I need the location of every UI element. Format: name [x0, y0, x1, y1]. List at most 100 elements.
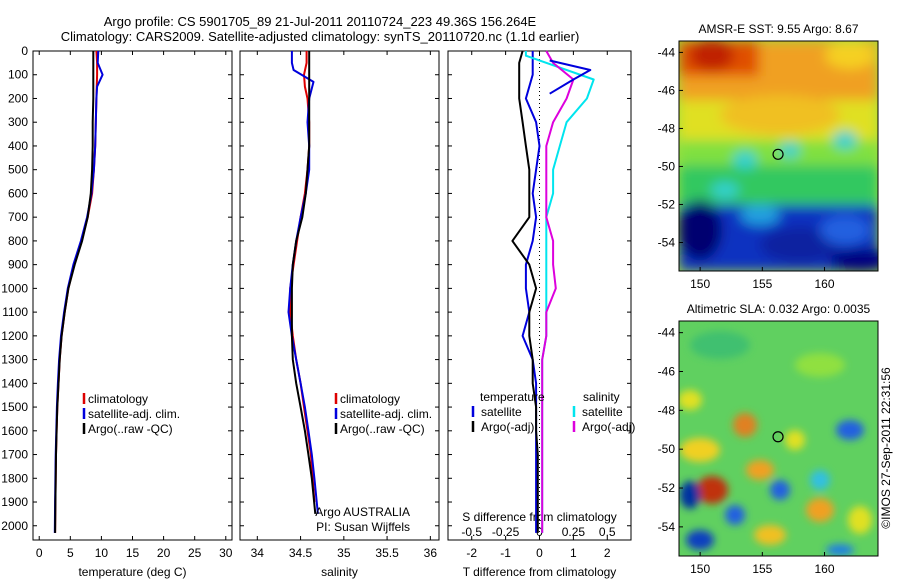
legend-header-temperature: temperature [480, 390, 545, 404]
map-y-tick-label: -52 [658, 197, 676, 211]
legend-label: Argo(-adj) [582, 420, 635, 434]
legend-label: satellite [481, 405, 522, 419]
x-tick-label: 34.5 [289, 546, 313, 560]
map-x-tick-label: 160 [815, 277, 835, 291]
x-tick-label: 35 [337, 546, 351, 560]
map-x-tick-label: 155 [752, 562, 772, 576]
depth-tick-label: 900 [8, 258, 28, 272]
legend-label: satellite-adj. clim. [340, 407, 432, 421]
map-frame-sst_map [678, 40, 879, 272]
x-tick-label: 10 [95, 546, 109, 560]
x-tick-label: 36 [424, 546, 438, 560]
plot-frame-temperature [32, 50, 233, 541]
depth-tick-label: 1100 [2, 305, 28, 319]
plot-frame-salinity [239, 50, 440, 541]
x-tick-label: 1 [570, 546, 577, 560]
charts-layer: 0100200300400500600700800900100011001200… [1, 22, 893, 579]
annotation-institution: Argo AUSTRALIA [315, 505, 410, 519]
depth-tick-label: 700 [8, 210, 28, 224]
depth-tick-label: 1300 [1, 353, 28, 367]
depth-tick-label: 1600 [1, 424, 28, 438]
x-tick-label: 0 [536, 546, 543, 560]
legend-label: climatology [340, 392, 400, 406]
legend-label: Argo(..raw -QC) [88, 422, 173, 436]
x2-tick-label: 0.5 [599, 525, 616, 539]
x-tick-label: 0 [36, 546, 43, 560]
x2-tick-label: -0.25 [492, 525, 520, 539]
sla-heatmap-field [679, 321, 878, 556]
series-line-argo-raw-qc- [290, 51, 317, 514]
map-y-tick-label: -50 [658, 159, 676, 173]
map-y-tick-label: -46 [658, 83, 676, 97]
depth-tick-label: 1700 [1, 448, 28, 462]
legend-header-salinity: salinity [583, 390, 620, 404]
series-line-satellite-peak [549, 59, 592, 95]
depth-tick-label: 1500 [1, 400, 28, 414]
depth-tick-label: 600 [8, 186, 28, 200]
series-line-argo-raw-qc- [54, 51, 95, 533]
map-x-tick-label: 150 [690, 277, 710, 291]
legend-label: satellite-adj. clim. [88, 407, 180, 421]
map-y-tick-label: -48 [658, 121, 676, 135]
series-line-climatology [289, 51, 316, 503]
depth-tick-label: 400 [8, 139, 28, 153]
depth-tick-label: 500 [8, 163, 28, 177]
x-tick-label: -1 [500, 546, 511, 560]
depth-tick-label: 1200 [1, 329, 28, 343]
map-x-tick-label: 160 [815, 562, 835, 576]
depth-tick-label: 0 [21, 44, 28, 58]
x2-tick-label: -0.5 [461, 525, 482, 539]
x-axis-label: T difference from climatology [463, 565, 617, 579]
map-y-tick-label: -54 [658, 520, 676, 534]
series-line-argo-adj- [511, 50, 539, 533]
map-y-tick-label: -50 [658, 442, 676, 456]
legend-label: climatology [88, 392, 148, 406]
map-y-tick-label: -48 [658, 403, 676, 417]
map-x-tick-label: 155 [752, 277, 772, 291]
map-y-tick-label: -44 [658, 326, 676, 340]
x-tick-label: 15 [126, 546, 140, 560]
depth-tick-label: 1000 [1, 281, 28, 295]
depth-tick-label: 1400 [1, 376, 28, 390]
legend-label: satellite [582, 405, 623, 419]
imos-credit: ©IMOS 27-Sep-2011 22:31:56 [879, 367, 893, 529]
x-tick-label: 35.5 [375, 546, 399, 560]
x-tick-label: 2 [604, 546, 611, 560]
sst-heatmap-field [679, 41, 878, 271]
legend-label: Argo(..raw -QC) [340, 422, 425, 436]
chart-title-line1: Argo profile: CS 5901705_89 21-Jul-2011 … [103, 14, 537, 29]
chart-title-line2: Climatology: CARS2009. Satellite-adjuste… [60, 29, 580, 44]
map-title-sst_map: AMSR-E SST: 9.55 Argo: 8.67 [698, 22, 858, 36]
series-line-climatology [54, 50, 99, 533]
map-x-tick-label: 150 [690, 562, 710, 576]
depth-tick-label: 800 [8, 234, 28, 248]
map-y-tick-label: -46 [658, 364, 676, 378]
depth-tick-label: 1900 [1, 495, 28, 509]
x2-tick-label: 0.25 [562, 525, 586, 539]
x-axis-label: temperature (deg C) [78, 565, 186, 579]
depth-tick-label: 1800 [1, 471, 28, 485]
depth-tick-label: 2000 [1, 519, 28, 533]
map-y-tick-label: -52 [658, 481, 676, 495]
map-title-sla_map: Altimetric SLA: 0.032 Argo: 0.0035 [687, 302, 871, 316]
annotation-pi: PI: Susan Wijffels [316, 520, 410, 534]
depth-tick-label: 100 [8, 68, 28, 82]
argo-position-marker [772, 148, 784, 160]
x-tick-label: 25 [188, 546, 202, 560]
x-tick-label: 34 [251, 546, 265, 560]
depth-tick-label: 200 [8, 91, 28, 105]
depth-tick-label: 300 [8, 115, 28, 129]
x-axis-label: salinity [321, 565, 358, 579]
legend-label: Argo(-adj) [481, 420, 534, 434]
x-tick-label: 30 [219, 546, 233, 560]
x2-axis-label: S difference from climatology [462, 510, 617, 524]
x-tick-label: -2 [466, 546, 477, 560]
map-y-tick-label: -54 [658, 235, 676, 249]
x-tick-label: 20 [157, 546, 171, 560]
argo-position-marker [772, 431, 784, 443]
series-line-satellite-adj-clim- [53, 50, 104, 533]
map-y-tick-label: -44 [658, 45, 676, 59]
x2-tick-label: 0 [536, 525, 543, 539]
map-frame-sla_map [678, 320, 879, 557]
